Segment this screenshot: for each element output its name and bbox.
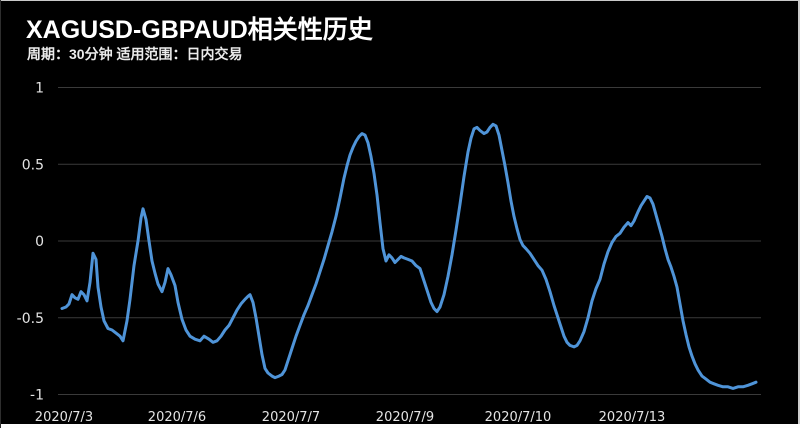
x-tick-label: 2020/7/9 [376, 410, 434, 425]
top-border [0, 0, 800, 1]
left-border [0, 0, 1, 428]
page-title: XAGUSD-GBPAUD相关性历史 [26, 16, 373, 44]
y-tick-label: -0.5 [17, 311, 44, 327]
y-axis-labels: 1 0.5 0 -0.5 -1 [17, 81, 44, 404]
y-tick-label: 0 [35, 234, 44, 250]
x-tick-label: 2020/7/10 [485, 410, 552, 425]
correlation-series-line [60, 122, 758, 390]
x-axis-labels: 2020/7/3 2020/7/6 2020/7/7 2020/7/9 2020/7/1… [35, 410, 666, 425]
data-series [60, 122, 758, 390]
bottom-border [0, 424, 800, 428]
gridlines [58, 87, 761, 395]
x-tick-label: 2020/7/13 [599, 410, 666, 425]
right-border [798, 0, 800, 428]
x-tick-label: 2020/7/7 [262, 410, 320, 425]
y-tick-label: 1 [35, 81, 44, 97]
x-tick-label: 2020/7/6 [148, 410, 206, 425]
y-tick-label: -1 [30, 388, 44, 404]
chart-subtitle: 周期：30分钟 适用范围：日内交易 [27, 46, 243, 62]
x-tick-label: 2020/7/3 [35, 410, 93, 425]
y-tick-label: 0.5 [22, 157, 44, 173]
